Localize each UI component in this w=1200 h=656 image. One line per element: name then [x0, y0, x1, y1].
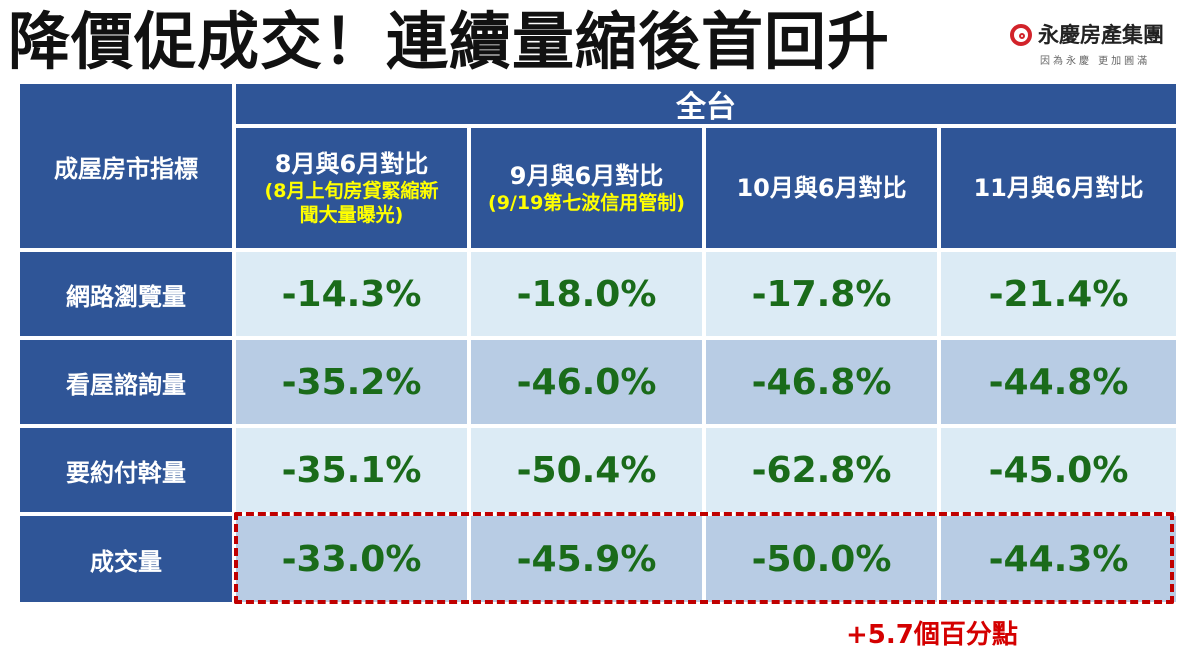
logo-name: 永慶房產集團	[1038, 23, 1164, 47]
table-cell: -45.0%	[941, 428, 1176, 512]
row-label: 看屋諮詢量	[20, 340, 232, 424]
column-header-label: 8月與6月對比	[274, 150, 429, 178]
table-cell: -50.4%	[471, 428, 702, 512]
column-header-note: (9/19第七波信用管制)	[488, 192, 685, 214]
table-cell: -46.8%	[706, 340, 937, 424]
region-header: 全台	[236, 84, 1176, 125]
table-cell: -44.3%	[941, 516, 1176, 602]
table-cell: -18.0%	[471, 252, 702, 336]
table-cell: -33.0%	[236, 516, 467, 602]
table-cell: -35.2%	[236, 340, 467, 424]
table-cell: -62.8%	[706, 428, 937, 512]
table-cell: -17.8%	[706, 252, 937, 336]
table-cell: -14.3%	[236, 252, 467, 336]
table-cell: -46.0%	[471, 340, 702, 424]
column-header-label: 11月與6月對比	[973, 174, 1144, 202]
indicator-table: 成屋房市指標 全台 8月與6月對比 (8月上旬房貸緊縮新聞大量曝光) 9月與6月…	[20, 84, 1176, 602]
table-cell: -44.8%	[941, 340, 1176, 424]
table-cell: -35.1%	[236, 428, 467, 512]
table-cell: -50.0%	[706, 516, 937, 602]
row-label: 成交量	[20, 516, 232, 602]
column-header-label: 9月與6月對比	[509, 162, 664, 190]
logo-slogan: 因為永慶 更加圓滿	[1040, 56, 1151, 67]
column-header: 9月與6月對比 (9/19第七波信用管制)	[471, 128, 702, 248]
column-header: 11月與6月對比	[941, 128, 1176, 248]
column-header-note: (8月上旬房貸緊縮新聞大量曝光)	[264, 180, 439, 226]
row-label: 要約付斡量	[20, 428, 232, 512]
column-header-label: 10月與6月對比	[736, 174, 907, 202]
table-cell: -21.4%	[941, 252, 1176, 336]
highlight-box	[234, 512, 1174, 604]
page-title: 降價促成交！連續量縮後首回升	[8, 5, 891, 78]
table-cell: -45.9%	[471, 516, 702, 602]
brand-logo: 永慶房產集團 因為永慶 更加圓滿	[1010, 22, 1190, 72]
column-header: 8月與6月對比 (8月上旬房貸緊縮新聞大量曝光)	[236, 128, 467, 248]
annotation-text: +5.7個百分點	[846, 620, 1018, 650]
row-label: 網路瀏覽量	[20, 252, 232, 336]
column-header: 10月與6月對比	[706, 128, 937, 248]
corner-header: 成屋房市指標	[20, 84, 232, 248]
logo-icon	[1010, 24, 1032, 46]
